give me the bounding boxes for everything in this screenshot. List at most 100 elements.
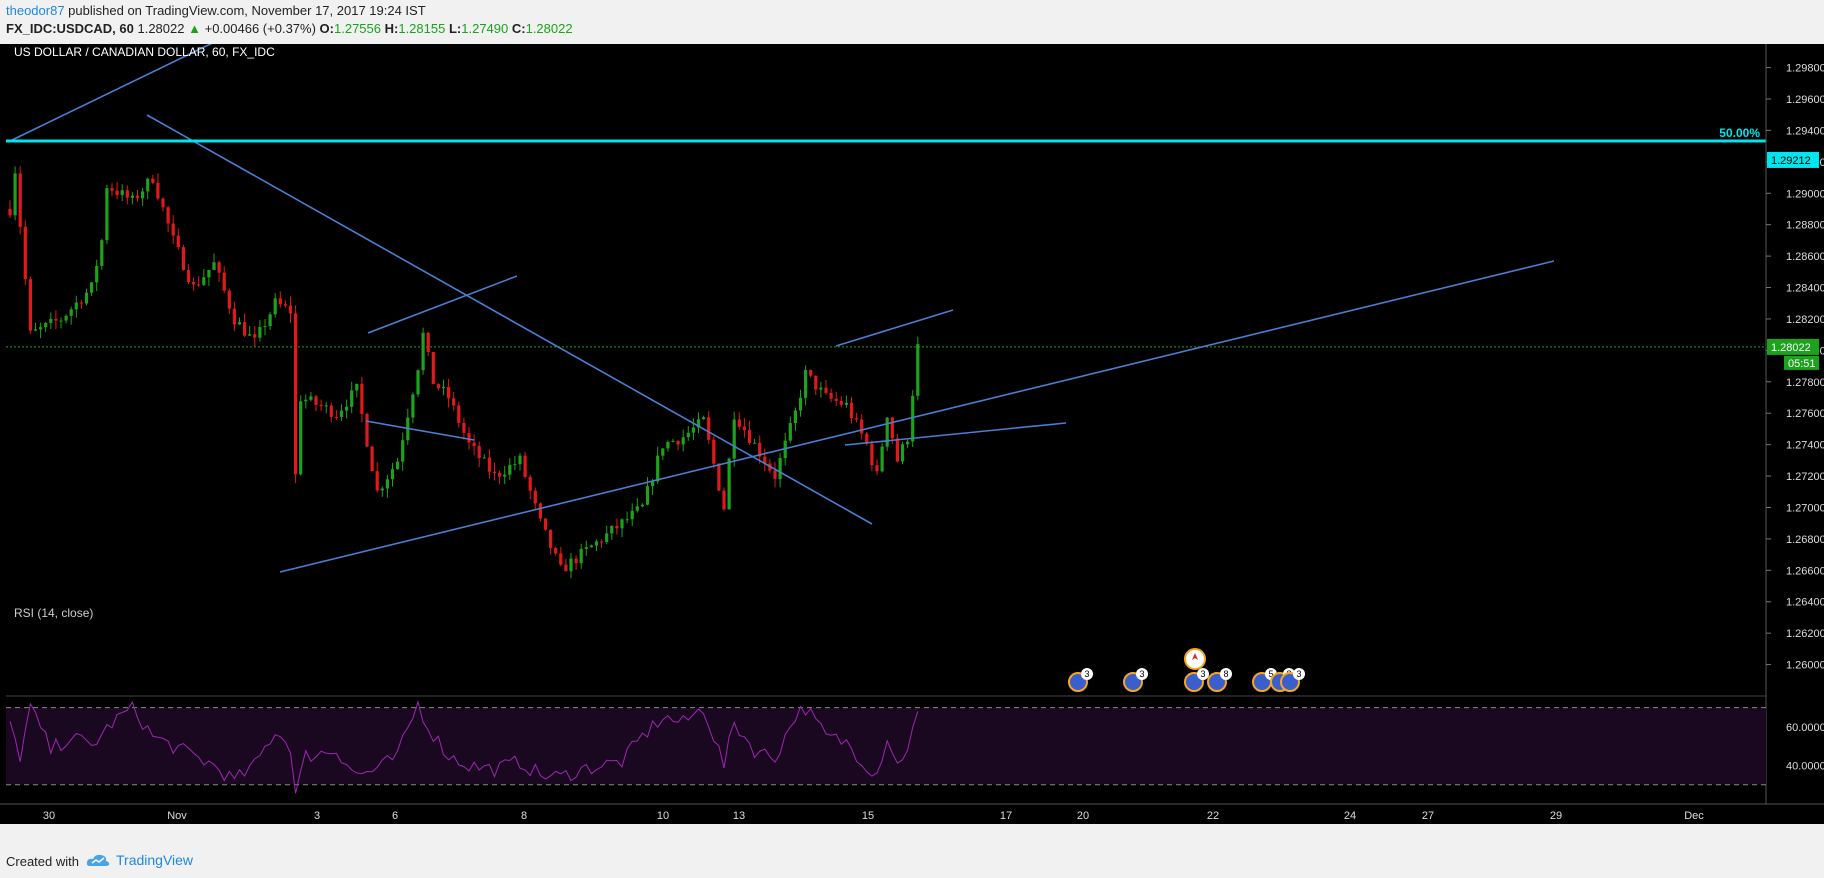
candle-body [268, 314, 272, 327]
candle-body [610, 525, 614, 534]
publish-header: theodor87 published on TradingView.com, … [0, 0, 1824, 44]
candle-body [212, 262, 216, 270]
candle-body [95, 265, 99, 283]
close-value: 1.28022 [525, 21, 573, 36]
candle-body [146, 178, 150, 192]
author-link[interactable]: theodor87 [6, 3, 65, 18]
published-text: published on TradingView.com, November 1… [64, 3, 426, 18]
candle-body [855, 418, 859, 420]
event-count-bubble [1136, 668, 1148, 680]
candle-body [513, 464, 517, 466]
event-count: 8 [1223, 669, 1228, 679]
candle-body [906, 441, 910, 445]
candle-body [232, 308, 236, 325]
candle-body [773, 470, 777, 480]
events-layer: 3338583 [1068, 648, 1305, 692]
fib-price-box [1767, 151, 1819, 168]
tradingview-logo[interactable]: TradingView [86, 852, 193, 868]
candle-body [564, 564, 568, 572]
time-tick: 3 [314, 810, 320, 822]
candle-body [115, 190, 119, 196]
candle-body [569, 558, 573, 572]
candle-body [804, 369, 808, 398]
candle-body [508, 464, 512, 475]
time-tick: 8 [521, 810, 527, 822]
price-change: +0.00466 (+0.37%) [204, 21, 316, 36]
time-axis: 30 Nov 3 6 8 10 13 15 17 20 22 24 27 29 Dec [0, 803, 1824, 824]
low-value: 1.27490 [461, 21, 509, 36]
candle-body [436, 384, 440, 389]
candle-body [355, 383, 359, 391]
candle-body [477, 446, 481, 458]
high-value: 1.28155 [398, 21, 446, 36]
candle-body [895, 438, 899, 462]
price-chart[interactable]: 1.298001.296001.294001.292001.290001.288… [0, 3, 1824, 824]
price-tick: 1.27400 [1786, 440, 1824, 452]
candle-body [329, 405, 333, 417]
open-label: O: [319, 21, 334, 36]
candle-body [299, 401, 303, 475]
up-arrow-icon: ▲ [188, 21, 201, 36]
candle-body [421, 332, 425, 371]
candle-body [559, 553, 563, 565]
event-count: 3 [1139, 669, 1144, 679]
candle-body [824, 387, 828, 393]
candle-body [79, 302, 83, 304]
candle-body [141, 191, 145, 199]
time-tick: 10 [657, 810, 669, 822]
rsi-tick: 40.0000 [1786, 760, 1824, 772]
candle-body [487, 457, 491, 472]
candle-body [594, 541, 599, 546]
candle-body [549, 529, 553, 549]
candle-body [447, 386, 451, 399]
candle-body [64, 315, 68, 321]
candle-body [671, 440, 675, 442]
candle-body [763, 456, 767, 464]
candle-body [23, 226, 27, 280]
price-tick: 1.29400 [1786, 125, 1824, 137]
candle-body [696, 419, 701, 428]
candle-body [375, 471, 379, 491]
high-label: H: [384, 21, 399, 36]
candle-body [166, 207, 170, 224]
time-tick: 30 [43, 810, 55, 822]
candle-body [793, 410, 797, 424]
candle-body [819, 387, 823, 390]
candle-body [401, 440, 405, 462]
candle-body [171, 223, 175, 236]
candle-body [630, 510, 634, 520]
candle-body [880, 446, 884, 472]
candle-body [345, 406, 349, 411]
candle-body [288, 305, 293, 314]
candle-body [528, 476, 532, 491]
time-tick: 13 [733, 810, 745, 822]
candle-body [589, 545, 593, 548]
price-tick: 1.28200 [1786, 314, 1824, 326]
price-tick: 1.28600 [1786, 251, 1824, 263]
chart-title: US DOLLAR / CANADIAN DOLLAR, 60, FX_IDC [14, 45, 275, 59]
candle-body [900, 444, 905, 462]
maple-leaf-icon [1192, 653, 1198, 660]
candle-body [130, 195, 134, 198]
candle-body [584, 547, 588, 549]
price-tick: 1.29600 [1786, 94, 1824, 106]
candle-body [319, 404, 323, 407]
candle-body [350, 390, 354, 407]
price-axis: 1.298001.296001.294001.292001.290001.288… [6, 44, 1824, 824]
candle-body [44, 322, 48, 328]
candle-body [656, 455, 660, 482]
candle-body [135, 195, 140, 199]
price-tick: 1.29800 [1786, 63, 1824, 75]
candle-body [334, 416, 338, 418]
time-tick: 6 [392, 810, 398, 822]
candle-body [426, 332, 430, 353]
countdown-value: 05:51 [1788, 358, 1816, 370]
time-tick: 22 [1207, 810, 1219, 822]
time-tick: 20 [1077, 810, 1089, 822]
time-tick: Nov [167, 810, 187, 822]
price-tick: 1.28800 [1786, 220, 1824, 232]
candle-body [125, 190, 129, 198]
candle-body [294, 313, 298, 475]
candle-body [875, 465, 879, 472]
chart-area[interactable]: 1.298001.296001.294001.292001.290001.288… [0, 3, 1824, 824]
